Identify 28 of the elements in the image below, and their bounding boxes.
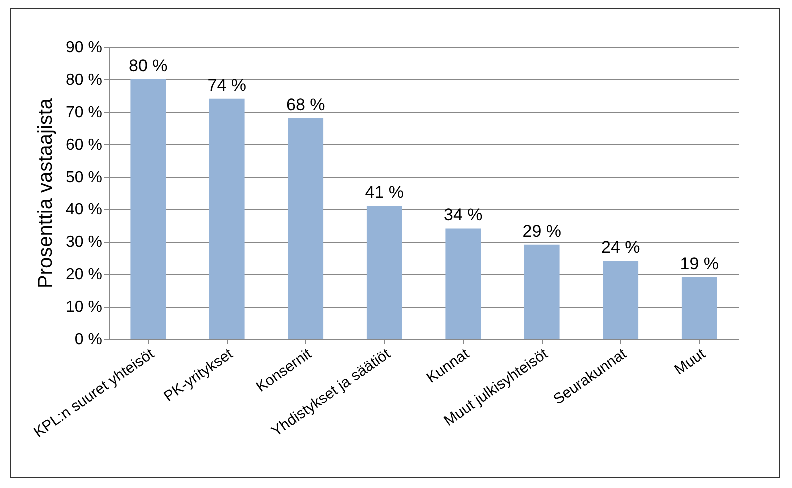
y-tick-label: 90 % [66,40,102,56]
data-label: 41 % [365,182,404,202]
y-tick-label: 0 % [74,332,102,348]
data-label: 24 % [602,238,640,258]
bar [446,228,482,339]
y-tick-label: 70 % [66,104,102,122]
bar [603,261,639,339]
x-tick-label: Muut [672,345,710,379]
y-tick-label: 40 % [66,202,102,219]
y-tick-label: 30 % [66,234,102,252]
data-label: 34 % [444,206,483,225]
data-label: 19 % [680,254,719,274]
bar [288,118,324,339]
bar [524,244,560,339]
y-tick-label: 10 % [66,299,102,316]
bar [366,206,402,339]
data-label: 68 % [286,95,326,114]
data-label: 74 % [208,76,246,95]
bar [130,79,166,339]
y-tick-label: 20 % [66,266,102,284]
bar [209,98,245,339]
y-tick-label: 80 % [66,72,102,89]
y-tick-label: 50 % [66,169,102,186]
bar [682,277,718,339]
data-label: 80 % [129,56,168,76]
y-tick-label: 60 % [66,136,102,154]
data-label: 29 % [522,222,562,241]
y-axis-title: Prosenttia vastaajista [35,98,58,289]
